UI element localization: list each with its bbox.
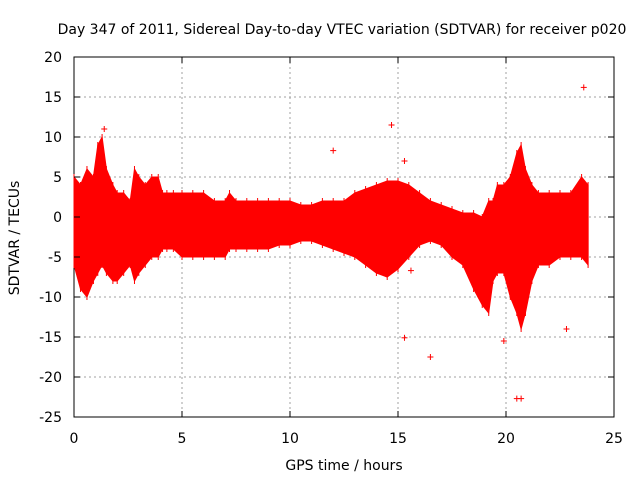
data-point (427, 354, 434, 360)
data-point (388, 122, 395, 128)
x-tick-label: 0 (70, 431, 79, 447)
y-tick-label: -20 (39, 370, 62, 386)
sdtvar-outlier-points (101, 84, 587, 402)
x-tick-label: 25 (605, 431, 623, 447)
data-point (500, 338, 507, 344)
y-tick-label: -5 (48, 250, 62, 266)
data-point (401, 158, 408, 164)
data-point (518, 395, 525, 402)
sdtvar-band (73, 135, 589, 331)
y-tick-label: 5 (53, 170, 62, 186)
data-point (580, 84, 587, 91)
y-tick-label: 20 (44, 50, 62, 66)
data-point (101, 126, 108, 132)
x-tick-label: 20 (497, 431, 515, 447)
data-point (401, 334, 408, 341)
x-axis-label: GPS time / hours (285, 458, 402, 474)
y-axis-label: SDTVAR / TECUs (7, 181, 23, 296)
y-tick-label: -15 (39, 330, 62, 346)
x-tick-label: 5 (178, 431, 187, 447)
data-point (330, 147, 337, 154)
y-tick-label: -10 (39, 290, 62, 306)
data-point (407, 267, 414, 274)
y-tick-label: 15 (44, 90, 62, 106)
y-tick-label: 0 (53, 210, 62, 226)
data-point (563, 326, 570, 332)
x-tick-label: 10 (281, 431, 299, 447)
chart-title: Day 347 of 2011, Sidereal Day-to-day VTE… (58, 22, 627, 38)
x-tick-label: 15 (389, 431, 407, 447)
y-tick-label: 10 (44, 130, 62, 146)
sdtvar-series (73, 134, 589, 332)
axis-ticks: 0 5 10 15 20 25 -25 -20 -15 -10 -5 0 5 10 15 20 (39, 50, 623, 447)
y-tick-label: -25 (39, 410, 62, 426)
